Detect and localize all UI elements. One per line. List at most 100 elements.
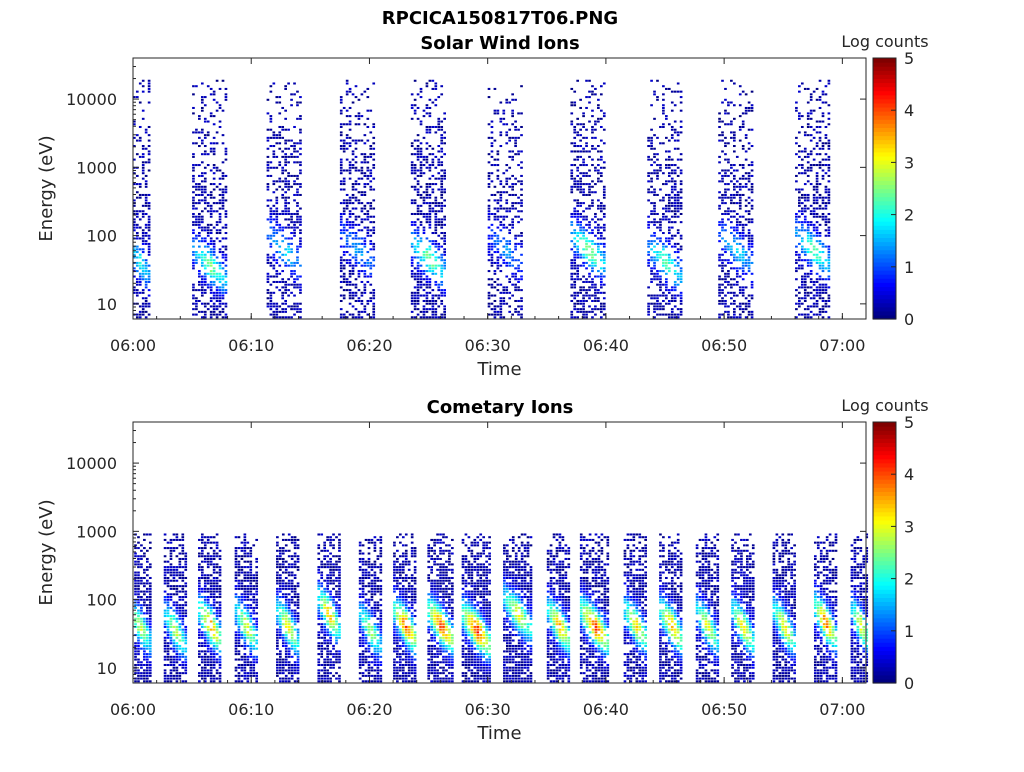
heatmap-cell	[201, 650, 204, 652]
heatmap-cell	[222, 295, 225, 297]
heatmap-cell	[736, 281, 739, 283]
heatmap-cell	[293, 150, 296, 152]
heatmap-cell	[582, 112, 585, 114]
colorbar-segment	[873, 131, 896, 136]
heatmap-cell	[733, 303, 736, 305]
heatmap-cell	[432, 243, 435, 245]
heatmap-cell	[653, 134, 656, 136]
heatmap-cell	[647, 259, 650, 261]
heatmap-cell	[361, 194, 364, 196]
heatmap-cell	[142, 308, 145, 310]
heatmap-cell	[647, 156, 650, 158]
heatmap-cell	[296, 246, 299, 248]
heatmap-cell	[207, 134, 210, 136]
heatmap-cell	[192, 265, 195, 267]
heatmap-cell	[216, 110, 219, 112]
heatmap-cell	[502, 118, 505, 120]
heatmap-cell	[290, 248, 293, 250]
heatmap-cell	[727, 248, 730, 250]
heatmap-cell	[440, 134, 443, 136]
heatmap-cell	[653, 246, 656, 248]
heatmap-cell	[173, 678, 176, 680]
heatmap-cell	[491, 137, 494, 139]
heatmap-cell	[148, 251, 151, 253]
heatmap-cell	[148, 270, 151, 272]
heatmap-cell	[582, 150, 585, 152]
heatmap-cell	[139, 186, 142, 188]
heatmap-cell	[367, 262, 370, 264]
heatmap-cell	[207, 672, 210, 674]
heatmap-cell	[488, 205, 491, 207]
heatmap-cell	[195, 189, 198, 191]
heatmap-cell	[299, 115, 302, 117]
heatmap-cell	[440, 270, 443, 272]
heatmap-cell	[149, 542, 152, 544]
heatmap-cell	[219, 303, 222, 305]
heatmap-cell	[502, 286, 505, 288]
heatmap-cell	[164, 648, 167, 650]
heatmap-cell	[198, 232, 201, 234]
heatmap-cell	[718, 224, 721, 226]
heatmap-cell	[414, 276, 417, 278]
heatmap-cell	[219, 169, 222, 171]
heatmap-cell	[139, 126, 142, 128]
heatmap-cell	[434, 178, 437, 180]
heatmap-cell	[343, 202, 346, 204]
heatmap-cell	[349, 289, 352, 291]
heatmap-cell	[804, 194, 807, 196]
heatmap-cell	[210, 286, 213, 288]
heatmap-cell	[594, 227, 597, 229]
heatmap-cell	[570, 224, 573, 226]
heatmap-cell	[517, 197, 520, 199]
heatmap-cell	[511, 208, 514, 210]
heatmap-cell	[585, 300, 588, 302]
heatmap-cell	[591, 251, 594, 253]
heatmap-cell	[411, 316, 414, 318]
heatmap-cell	[721, 254, 724, 256]
heatmap-cell	[352, 213, 355, 215]
heatmap-cell	[216, 256, 219, 258]
heatmap-cell	[270, 161, 273, 163]
heatmap-cell	[748, 218, 751, 220]
heatmap-cell	[798, 210, 801, 212]
heatmap-cell	[281, 235, 284, 237]
heatmap-cell	[432, 153, 435, 155]
heatmap-cell	[591, 93, 594, 95]
heatmap-cell	[270, 243, 273, 245]
heatmap-cell	[417, 169, 420, 171]
heatmap-cell	[148, 243, 151, 245]
heatmap-cell	[576, 248, 579, 250]
heatmap-cell	[724, 202, 727, 204]
heatmap-cell	[665, 262, 668, 264]
heatmap-cell	[149, 601, 152, 603]
heatmap-cell	[346, 243, 349, 245]
heatmap-cell	[807, 316, 810, 318]
heatmap-cell	[176, 580, 179, 582]
heatmap-cell	[434, 311, 437, 313]
heatmap-cell	[671, 297, 674, 299]
heatmap-cell	[164, 664, 167, 666]
heatmap-cell	[146, 604, 149, 606]
heatmap-cell	[674, 297, 677, 299]
heatmap-cell	[671, 178, 674, 180]
heatmap-cell	[680, 172, 683, 174]
heatmap-cell	[134, 680, 137, 682]
heatmap-cell	[730, 131, 733, 133]
heatmap-cell	[219, 218, 222, 220]
heatmap-cell	[745, 273, 748, 275]
heatmap-cell	[588, 273, 591, 275]
heatmap-cell	[284, 303, 287, 305]
heatmap-cell	[677, 278, 680, 280]
heatmap-cell	[355, 189, 358, 191]
heatmap-cell	[207, 229, 210, 231]
heatmap-cell	[136, 232, 139, 234]
heatmap-cell	[355, 183, 358, 185]
heatmap-cell	[273, 259, 276, 261]
heatmap-cell	[181, 634, 184, 636]
heatmap-cell	[346, 289, 349, 291]
heatmap-cell	[372, 311, 375, 313]
heatmap-cell	[742, 246, 745, 248]
heatmap-cell	[597, 169, 600, 171]
heatmap-cell	[358, 202, 361, 204]
heatmap-cell	[659, 164, 662, 166]
